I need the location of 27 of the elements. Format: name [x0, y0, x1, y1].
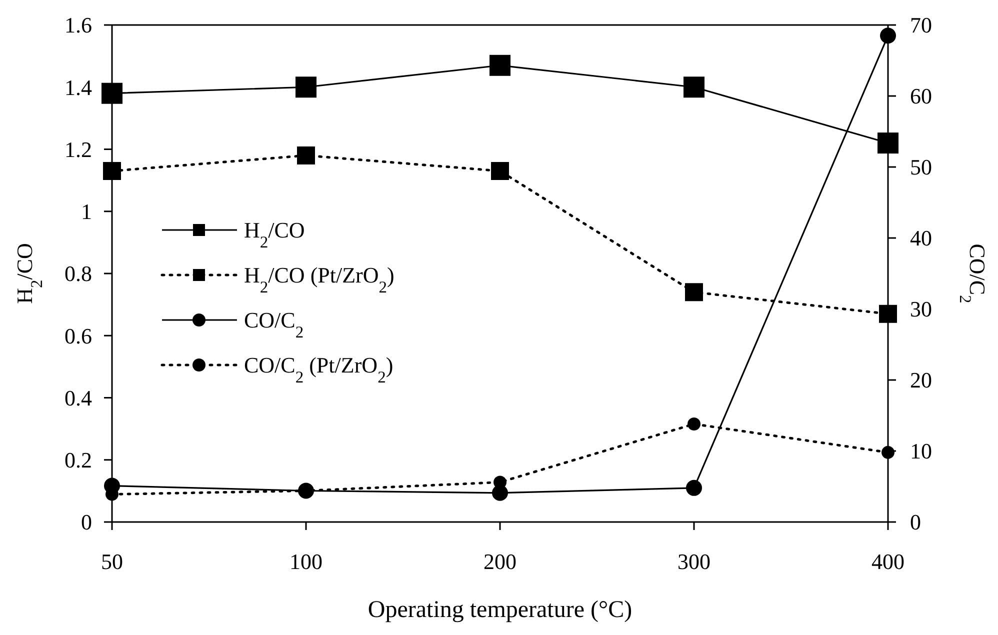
legend-label: CO/C$_{2}$ — [244, 308, 304, 342]
y2-tick-label: 70 — [910, 12, 932, 38]
legend-label: H$_{2}$/CO — [244, 218, 305, 252]
y-tick-label: 0.2 — [64, 448, 92, 473]
y2-tick-label: 0 — [910, 510, 921, 535]
legend-label: CO/C$_{2}$ (Pt/ZrO$_{2}$) — [244, 352, 394, 386]
y-tick-label: 0.8 — [64, 261, 92, 286]
y2-tick-label: 30 — [910, 296, 932, 322]
y-tick-label: 1 — [81, 199, 92, 224]
y-tick-label: 1.2 — [64, 136, 92, 162]
x-tick-label: 200 — [484, 549, 516, 574]
x-tick-label: 300 — [678, 549, 710, 574]
x-tick-label: 400 — [872, 549, 904, 574]
y-tick-label: 1.6 — [64, 12, 92, 38]
y-tick-label: 0.4 — [64, 385, 92, 410]
x-tick-label: 50 — [101, 549, 123, 574]
y2-tick-label: 10 — [910, 438, 932, 464]
x-tick-label: 100 — [290, 549, 322, 574]
y2-tick-label: 40 — [910, 226, 932, 251]
legend-label: H$_{2}$/CO (Pt/ZrO$_{2}$) — [244, 262, 394, 296]
y2-tick-label: 20 — [910, 368, 932, 393]
y-tick-label: 1.4 — [64, 74, 92, 100]
x-axis-title: Operating temperature (°C) — [368, 597, 632, 623]
y-tick-label: 0 — [81, 510, 92, 535]
y-tick-label: 0.6 — [64, 323, 92, 348]
y2-tick-label: 60 — [910, 84, 932, 109]
y2-tick-label: 50 — [910, 154, 932, 180]
